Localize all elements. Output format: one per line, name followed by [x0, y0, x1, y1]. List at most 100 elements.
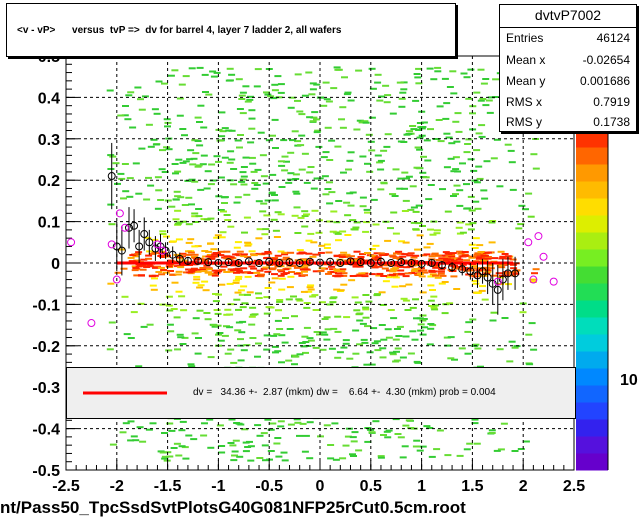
outlier-point	[549, 277, 558, 286]
heat-cell	[168, 429, 176, 432]
heat-cell	[467, 68, 475, 71]
heat-cell	[490, 311, 498, 314]
heat-cell	[421, 271, 429, 274]
heat-cell	[449, 70, 457, 73]
heat-cell	[151, 277, 158, 280]
heat-cell	[318, 301, 326, 304]
heat-cell	[228, 73, 236, 76]
heat-cell	[532, 167, 540, 170]
fit-legend-box: dv = 34.36 +- 2.87 (mkm) dw = 6.64 +- 4.…	[66, 367, 576, 419]
heat-cell	[417, 273, 425, 275]
heat-cell	[443, 166, 451, 169]
heat-cell	[236, 250, 244, 253]
heat-cell	[374, 293, 381, 296]
heat-cell	[477, 365, 484, 368]
profile-point	[234, 259, 243, 267]
heat-cell	[426, 343, 434, 346]
heat-cell	[413, 73, 421, 75]
heat-cell	[293, 206, 301, 209]
heat-cell	[214, 312, 222, 315]
heat-cell	[450, 92, 458, 95]
heat-cell	[389, 273, 396, 276]
heat-cell	[262, 182, 270, 185]
heat-cell	[193, 278, 201, 281]
heat-cell	[282, 268, 290, 271]
heat-cell	[330, 327, 338, 330]
heat-cell	[207, 446, 215, 449]
heat-cell	[172, 198, 180, 201]
heat-cell	[472, 282, 480, 285]
heat-cell	[303, 213, 310, 216]
color-scale-cell	[576, 402, 608, 420]
heat-cell	[223, 214, 231, 216]
heat-cell	[498, 257, 506, 260]
heat-cell	[397, 269, 405, 272]
heat-cell	[416, 234, 424, 237]
heat-cell	[275, 455, 283, 458]
heat-cell	[425, 198, 433, 201]
heat-cell	[476, 177, 484, 180]
heat-cell	[195, 337, 202, 339]
heat-cell	[401, 445, 409, 448]
heat-cell	[402, 424, 410, 427]
heat-cell	[383, 145, 391, 148]
heat-cell	[411, 338, 419, 341]
heat-cell	[464, 352, 472, 355]
heat-cell	[218, 135, 226, 138]
heat-cell	[237, 289, 245, 292]
heat-cell	[452, 193, 459, 196]
heat-cell	[323, 243, 331, 246]
heat-cell	[234, 139, 242, 142]
heat-cell	[486, 264, 494, 267]
heat-cell	[281, 459, 289, 462]
heat-cell	[269, 134, 276, 137]
profile-point	[336, 259, 345, 267]
heat-cell	[302, 268, 310, 271]
heat-cell	[127, 420, 135, 423]
heat-cell	[185, 253, 193, 256]
heat-cell	[194, 116, 202, 119]
heat-cell	[124, 118, 132, 121]
x-tick-label: -1.5	[154, 478, 182, 495]
heat-cell	[419, 445, 427, 448]
heat-cell	[452, 120, 460, 123]
heat-cell	[218, 283, 226, 286]
heat-cell	[259, 210, 267, 213]
heat-cell	[226, 161, 234, 164]
heat-cell	[196, 121, 203, 123]
heat-cell	[349, 219, 357, 222]
heat-cell	[210, 248, 218, 251]
heat-cell	[269, 422, 277, 425]
heat-cell	[477, 251, 485, 254]
heat-cell	[136, 426, 144, 429]
heat-cell	[302, 434, 310, 437]
heat-cell	[204, 170, 212, 173]
heat-cell	[234, 291, 242, 294]
heat-cell	[464, 207, 472, 210]
heat-cell	[403, 177, 410, 180]
heat-cell	[480, 189, 488, 192]
heat-cell	[192, 281, 200, 284]
color-scale-cell	[576, 300, 608, 318]
heat-cell	[277, 425, 285, 428]
heat-cell	[482, 78, 490, 80]
heat-cell	[495, 272, 503, 275]
heat-cell	[333, 288, 341, 291]
heat-cell	[174, 170, 182, 173]
heat-cell	[301, 335, 309, 338]
heat-cell	[178, 429, 186, 432]
heat-cell	[181, 204, 189, 206]
heat-cell	[106, 348, 114, 351]
heat-cell	[309, 88, 317, 91]
heat-cell	[223, 257, 231, 260]
heat-cell	[138, 147, 146, 150]
heat-cell	[254, 68, 262, 71]
profile-point	[107, 172, 116, 181]
heat-cell	[377, 456, 385, 459]
heat-cell	[420, 121, 428, 124]
heat-cell	[432, 138, 440, 140]
heat-cell	[251, 187, 259, 190]
heat-cell	[155, 189, 163, 192]
heat-cell	[398, 240, 405, 243]
heat-cell	[238, 98, 246, 100]
